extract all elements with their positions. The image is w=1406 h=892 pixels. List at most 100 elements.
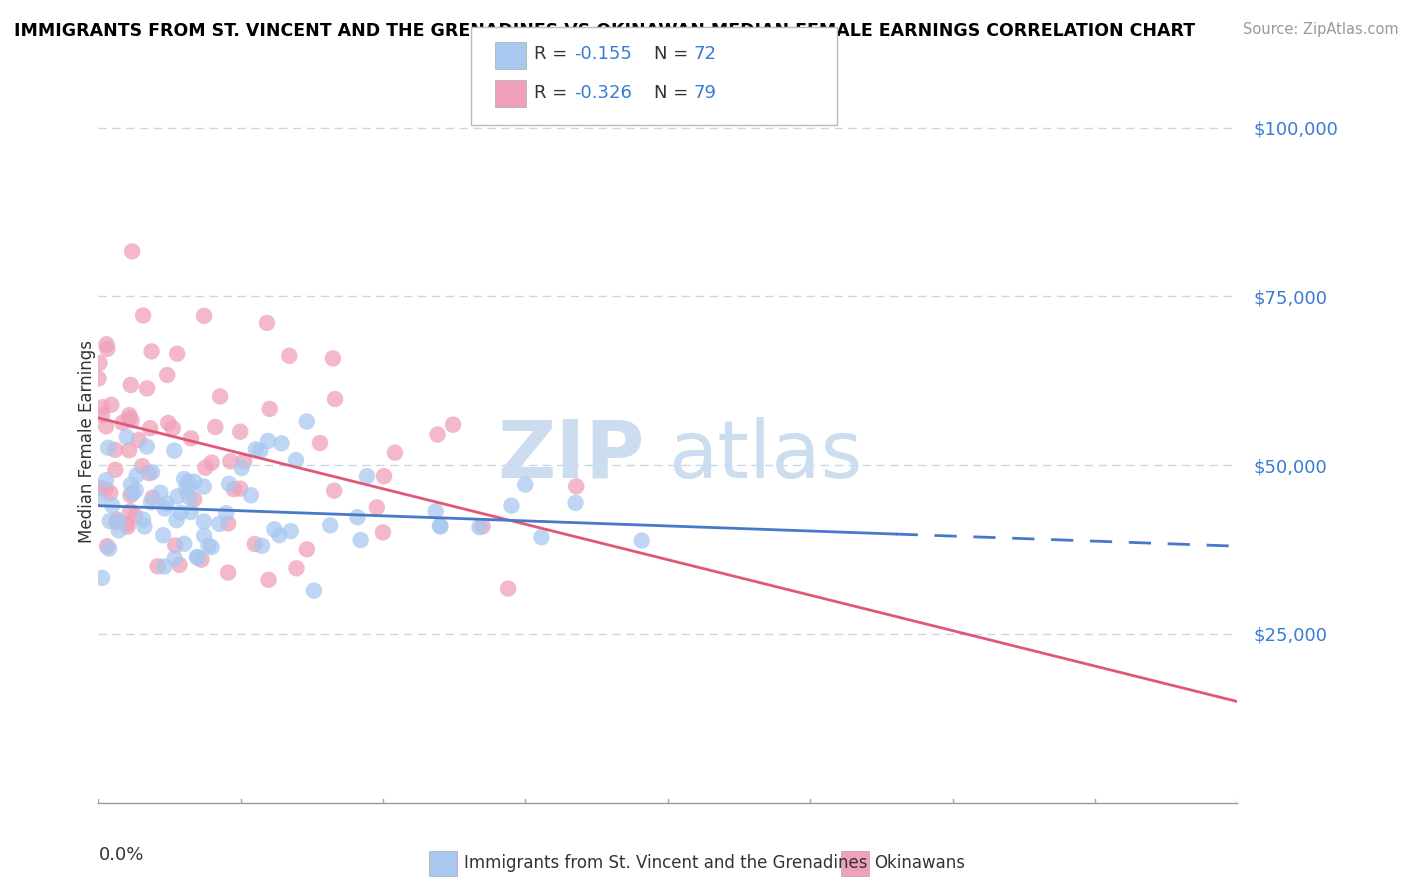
Point [141, 466, 163, 480]
Point [278, 349, 301, 363]
Point [157, 416, 180, 430]
Point [117, 519, 139, 533]
Point [121, 413, 143, 427]
Point [174, 482, 197, 496]
Point [219, 454, 242, 468]
Point [309, 436, 332, 450]
Point [91, 408, 114, 422]
Point [153, 559, 176, 574]
Point [120, 488, 142, 502]
Point [233, 454, 256, 468]
Text: 72: 72 [693, 45, 716, 63]
Point [193, 529, 215, 543]
Point [120, 477, 142, 491]
Text: R =: R = [534, 84, 574, 102]
Text: N =: N = [654, 45, 693, 63]
Point [132, 512, 155, 526]
Point [285, 561, 308, 575]
Point [163, 443, 186, 458]
Point [131, 459, 153, 474]
Point [194, 460, 217, 475]
Point [215, 506, 238, 520]
Point [183, 492, 205, 507]
Y-axis label: Median Female Earnings: Median Female Earnings [79, 340, 96, 543]
Point [152, 528, 174, 542]
Point [280, 524, 302, 538]
Point [302, 583, 325, 598]
Point [139, 421, 162, 435]
Point [429, 518, 451, 533]
Point [186, 550, 208, 565]
Point [96, 342, 118, 356]
Point [120, 504, 142, 518]
Point [323, 483, 346, 498]
Point [429, 519, 451, 533]
Point [166, 513, 188, 527]
Point [496, 582, 519, 596]
Text: atlas: atlas [668, 417, 862, 495]
Point [169, 506, 191, 520]
Point [222, 482, 245, 496]
Text: ZIP: ZIP [498, 417, 645, 495]
Point [139, 495, 162, 509]
Point [107, 524, 129, 538]
Point [193, 515, 215, 529]
Point [193, 309, 215, 323]
Point [118, 408, 141, 422]
Point [125, 468, 148, 483]
Point [426, 427, 449, 442]
Point [128, 433, 150, 447]
Text: 79: 79 [693, 84, 716, 102]
Point [218, 476, 240, 491]
Point [197, 539, 219, 553]
Point [173, 472, 195, 486]
Point [323, 392, 346, 406]
Point [269, 528, 291, 542]
Point [217, 566, 239, 580]
Point [204, 420, 226, 434]
Point [89, 356, 111, 370]
Text: 0.0%: 0.0% [98, 847, 143, 864]
Point [153, 501, 176, 516]
Point [136, 381, 159, 395]
Point [91, 571, 114, 585]
Point [96, 539, 118, 553]
Point [141, 344, 163, 359]
Point [105, 516, 128, 530]
Point [101, 498, 124, 512]
Point [295, 542, 318, 557]
Point [177, 475, 200, 489]
Point [231, 461, 253, 475]
Point [135, 440, 157, 454]
Point [115, 430, 138, 444]
Point [87, 491, 110, 506]
Point [87, 371, 110, 385]
Point [229, 482, 252, 496]
Point [97, 441, 120, 455]
Point [501, 499, 523, 513]
Point [200, 456, 222, 470]
Point [111, 416, 134, 430]
Point [183, 475, 205, 489]
Text: Source: ZipAtlas.com: Source: ZipAtlas.com [1243, 22, 1399, 37]
Point [322, 351, 344, 366]
Point [356, 469, 378, 483]
Point [125, 483, 148, 498]
Point [239, 488, 262, 502]
Point [346, 510, 368, 524]
Point [91, 401, 114, 415]
Point [105, 512, 128, 526]
Point [118, 411, 141, 425]
Point [319, 518, 342, 533]
Point [89, 481, 111, 495]
Point [295, 415, 318, 429]
Point [98, 514, 121, 528]
Point [263, 522, 285, 536]
Point [179, 491, 201, 505]
Point [96, 473, 118, 487]
Point [98, 541, 121, 556]
Point [186, 549, 208, 564]
Point [166, 347, 188, 361]
Point [177, 479, 200, 493]
Point [285, 453, 308, 467]
